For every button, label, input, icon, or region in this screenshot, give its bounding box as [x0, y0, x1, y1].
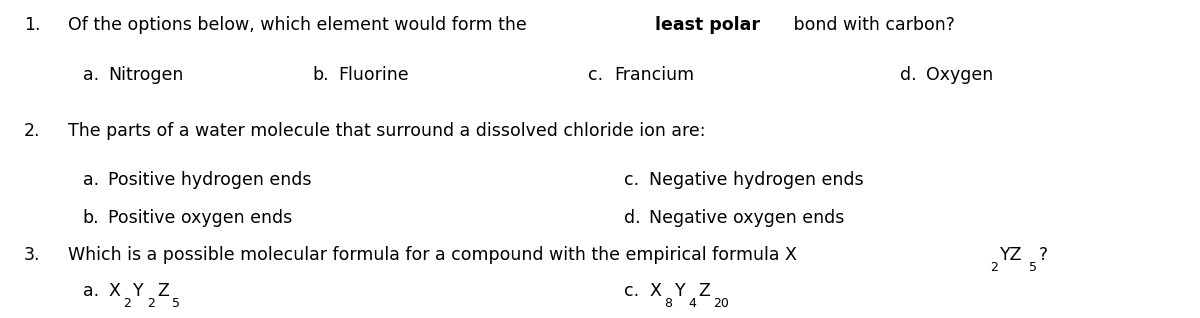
Text: d.: d.: [900, 66, 917, 84]
Text: c.: c.: [624, 282, 638, 300]
Text: Positive hydrogen ends: Positive hydrogen ends: [108, 171, 312, 190]
Text: c.: c.: [588, 66, 604, 84]
Text: 2: 2: [124, 297, 131, 310]
Text: 20: 20: [713, 297, 728, 310]
Text: Negative oxygen ends: Negative oxygen ends: [649, 209, 845, 227]
Text: X: X: [649, 282, 661, 300]
Text: c.: c.: [624, 171, 638, 190]
Text: 5: 5: [1028, 261, 1037, 274]
Text: d.: d.: [624, 209, 640, 227]
Text: Of the options below, which element would form the: Of the options below, which element woul…: [68, 16, 533, 34]
Text: b.: b.: [312, 66, 329, 84]
Text: 2: 2: [990, 261, 998, 274]
Text: 2.: 2.: [24, 121, 41, 140]
Text: 4: 4: [688, 297, 696, 310]
Text: 5: 5: [172, 297, 180, 310]
Text: a.: a.: [83, 282, 98, 300]
Text: Oxygen: Oxygen: [925, 66, 994, 84]
Text: Negative hydrogen ends: Negative hydrogen ends: [649, 171, 864, 190]
Text: The parts of a water molecule that surround a dissolved chloride ion are:: The parts of a water molecule that surro…: [68, 121, 706, 140]
Text: Positive oxygen ends: Positive oxygen ends: [108, 209, 293, 227]
Text: Z: Z: [698, 282, 709, 300]
Text: Y: Y: [674, 282, 685, 300]
Text: bond with carbon?: bond with carbon?: [788, 16, 955, 34]
Text: 3.: 3.: [24, 246, 41, 264]
Text: Y: Y: [133, 282, 144, 300]
Text: Which is a possible molecular formula for a compound with the empirical formula : Which is a possible molecular formula fo…: [68, 246, 797, 264]
Text: 2: 2: [146, 297, 155, 310]
Text: X: X: [108, 282, 120, 300]
Text: a.: a.: [83, 66, 98, 84]
Text: ?: ?: [1039, 246, 1048, 264]
Text: Z: Z: [157, 282, 169, 300]
Text: 1.: 1.: [24, 16, 41, 34]
Text: least polar: least polar: [655, 16, 761, 34]
Text: Francium: Francium: [614, 66, 695, 84]
Text: YZ: YZ: [1000, 246, 1022, 264]
Text: a.: a.: [83, 171, 98, 190]
Text: b.: b.: [83, 209, 100, 227]
Text: Fluorine: Fluorine: [337, 66, 408, 84]
Text: 8: 8: [665, 297, 672, 310]
Text: Nitrogen: Nitrogen: [108, 66, 184, 84]
